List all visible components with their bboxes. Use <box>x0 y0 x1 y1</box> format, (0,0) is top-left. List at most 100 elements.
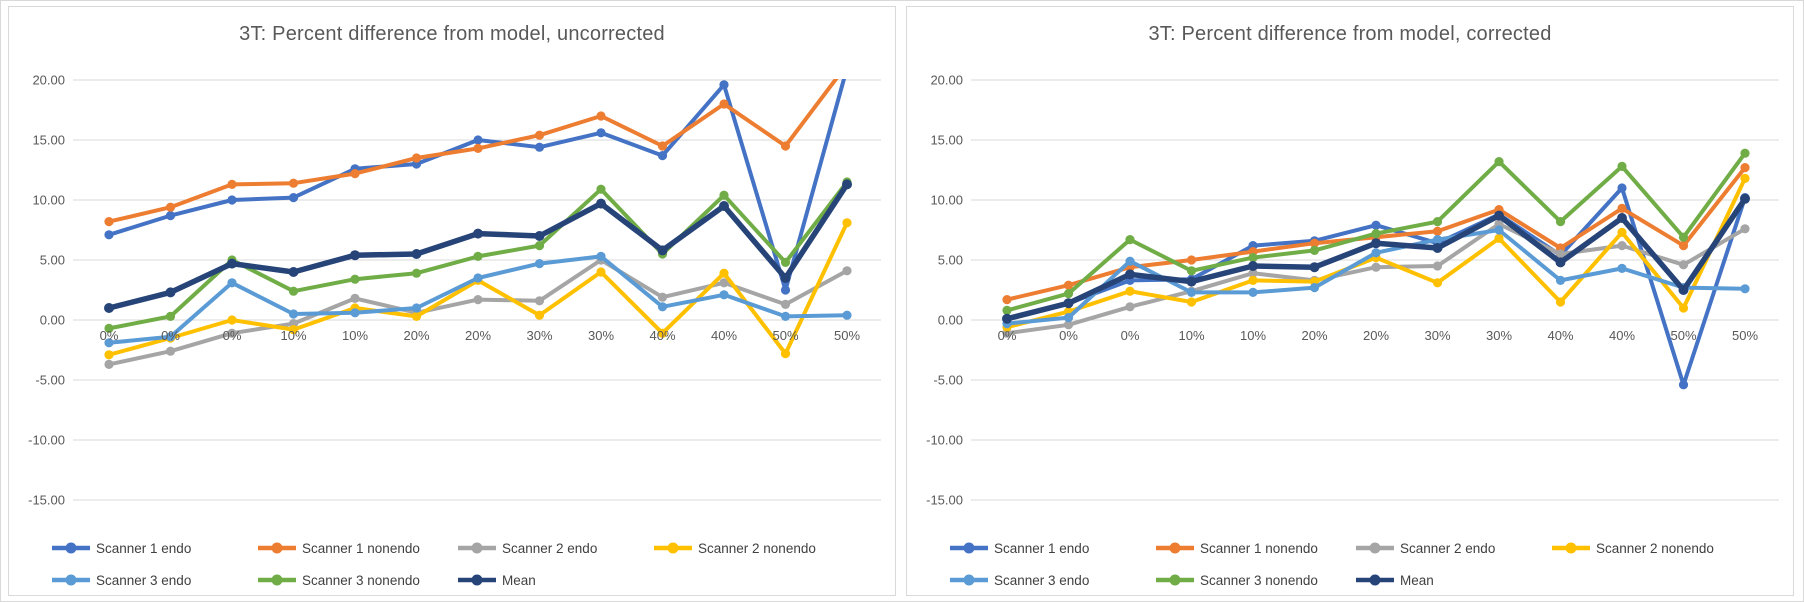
legend-item-scanner-2-nonendo[interactable]: Scanner 2 nonendo <box>653 538 816 558</box>
x-tick-label: 30% <box>526 328 552 343</box>
data-point <box>104 350 114 360</box>
data-point <box>1432 235 1443 245</box>
data-point <box>473 143 483 153</box>
legend-marker-icon <box>52 574 90 586</box>
legend-marker-icon <box>1356 542 1394 554</box>
data-point <box>1002 305 1012 315</box>
data-point <box>165 346 176 356</box>
data-point <box>1371 238 1381 249</box>
legend-item-scanner-3-endo[interactable]: Scanner 3 endo <box>949 570 1089 590</box>
x-tick-label: 20% <box>403 328 429 343</box>
legend-item-scanner-1-nonendo[interactable]: Scanner 1 nonendo <box>1155 538 1318 558</box>
legend-marker-icon <box>1356 574 1394 586</box>
data-point <box>1555 275 1566 285</box>
data-point <box>534 296 545 306</box>
data-point <box>288 286 299 296</box>
data-point <box>1125 286 1135 296</box>
legend-item-mean[interactable]: Mean <box>1355 570 1434 590</box>
legend-item-scanner-1-endo[interactable]: Scanner 1 endo <box>51 538 191 558</box>
data-point <box>1740 284 1750 294</box>
legend-item-scanner-3-nonendo[interactable]: Scanner 3 nonendo <box>1155 570 1318 590</box>
y-axis-labels: 20.00 15.00 10.00 5.00 0.00 -5.00 -10.00 -15.00 <box>28 73 65 508</box>
data-point <box>350 250 360 261</box>
data-point <box>411 249 422 259</box>
data-point <box>1063 320 1074 330</box>
data-point <box>1186 266 1197 276</box>
data-point <box>1309 238 1320 248</box>
data-point <box>1125 235 1135 245</box>
x-tick-label: 10% <box>342 328 368 343</box>
data-point <box>227 278 237 288</box>
series-scanner-3-endo <box>104 251 852 348</box>
data-point <box>719 268 729 278</box>
data-point <box>780 257 791 267</box>
legend-item-scanner-3-endo[interactable]: Scanner 3 endo <box>51 570 191 590</box>
legend-marker-icon <box>258 574 296 586</box>
data-point <box>1125 302 1135 312</box>
data-point <box>227 258 237 269</box>
x-tick-label: 40% <box>1609 328 1635 343</box>
data-point <box>1617 203 1627 213</box>
data-point <box>657 292 668 302</box>
series-mean <box>1002 193 1750 324</box>
data-point <box>842 179 852 190</box>
data-point <box>596 184 606 194</box>
legend-marker-icon <box>950 542 988 554</box>
series-scanner-2-nonendo <box>1002 173 1750 332</box>
data-point <box>657 245 668 256</box>
data-point <box>719 278 729 288</box>
legend-corrected: Scanner 1 endo Scanner 1 nonendo Scanner 2… <box>907 7 1793 595</box>
y-tick-label: 20.00 <box>32 73 65 88</box>
data-point <box>596 128 606 138</box>
data-point <box>1063 298 1074 309</box>
legend-item-mean[interactable]: Mean <box>457 570 536 590</box>
y-tick-label: 20.00 <box>930 73 963 88</box>
data-point <box>288 309 299 319</box>
data-point <box>104 217 114 227</box>
legend-marker-icon <box>654 542 692 554</box>
data-point <box>842 63 851 72</box>
legend-item-scanner-2-endo[interactable]: Scanner 2 endo <box>457 538 597 558</box>
legend-item-scanner-1-nonendo[interactable]: Scanner 1 nonendo <box>257 538 420 558</box>
data-point <box>165 202 176 212</box>
legend-item-scanner-2-endo[interactable]: Scanner 2 endo <box>1355 538 1495 558</box>
data-point <box>842 266 852 276</box>
legend-item-scanner-2-nonendo[interactable]: Scanner 2 nonendo <box>1551 538 1714 558</box>
x-tick-label: 30% <box>1486 328 1512 343</box>
data-point <box>473 251 483 261</box>
data-point <box>1063 313 1074 323</box>
data-point <box>227 195 237 205</box>
y-tick-label: -5.00 <box>35 373 65 388</box>
data-point <box>104 230 114 240</box>
data-point <box>657 151 668 161</box>
y-tick-label: -5.00 <box>933 373 963 388</box>
y-tick-label: -15.00 <box>926 493 963 508</box>
data-point <box>227 315 237 325</box>
legend-item-scanner-1-endo[interactable]: Scanner 1 endo <box>949 538 1089 558</box>
legend-marker-icon <box>458 574 496 586</box>
legend-label: Scanner 3 endo <box>96 572 192 588</box>
x-tick-label: 0% <box>1059 328 1078 343</box>
data-point <box>1740 148 1750 158</box>
data-point <box>1248 253 1258 263</box>
data-point <box>1617 227 1627 237</box>
data-point <box>1432 278 1443 288</box>
legend-marker-icon <box>458 542 496 554</box>
legend-item-scanner-3-nonendo[interactable]: Scanner 3 nonendo <box>257 570 420 590</box>
data-point <box>1555 249 1566 259</box>
series-scanner-2-endo <box>1002 219 1750 338</box>
data-point <box>1125 269 1135 280</box>
y-tick-label: 0.00 <box>938 313 963 328</box>
chart-card-uncorrected: 3T: Percent difference from model, uncor… <box>8 6 896 596</box>
series-scanner-3-endo <box>1002 225 1750 329</box>
x-tick-label: 40% <box>649 328 675 343</box>
data-point <box>1494 157 1504 167</box>
series-scanner-3-nonendo <box>1002 148 1750 315</box>
legend-marker-icon <box>1552 542 1590 554</box>
data-point <box>780 141 791 151</box>
data-point <box>1371 248 1381 258</box>
data-point <box>473 135 483 145</box>
data-point <box>1186 276 1197 287</box>
data-point <box>719 290 729 300</box>
legend-label: Scanner 2 endo <box>502 540 598 556</box>
